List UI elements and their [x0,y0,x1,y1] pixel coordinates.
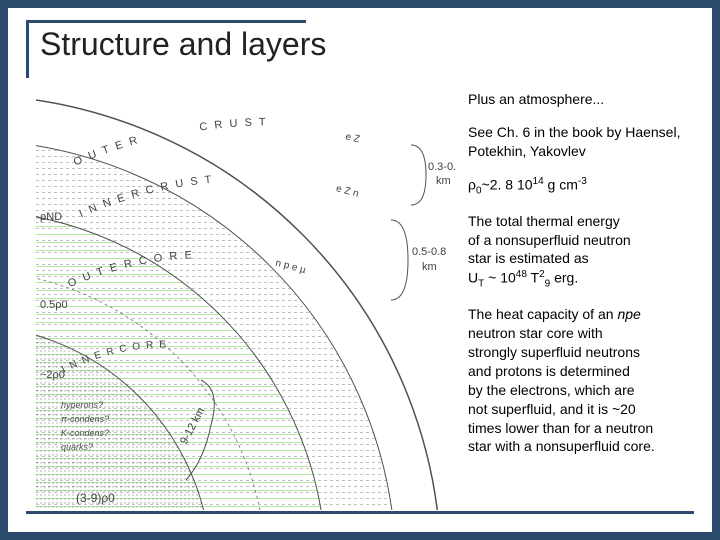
neutron-star-diagram: O U T E R C R U S T e Z I N N E R C R U … [36,90,456,510]
svg-text:hyperons?: hyperons? [61,400,103,410]
svg-text:n p e µ: n p e µ [274,258,307,277]
right-text-column: Plus an atmosphere... See Ch. 6 in the b… [468,90,694,470]
svg-text:~2ρ0: ~2ρ0 [40,369,65,381]
svg-text:π-condens?: π-condens? [61,414,109,424]
para-heatcap: The heat capacity of an npe neutron star… [468,305,694,456]
svg-text:km: km [422,261,437,273]
svg-text:K-condens?: K-condens? [61,428,109,438]
title-vert-rule [26,20,29,78]
svg-text:km: km [436,175,451,187]
svg-text:e Z: e Z [344,131,361,145]
para-atmosphere: Plus an atmosphere... [468,90,694,109]
para-density: ρ0~2. 8 1014 g cm-3 [468,175,694,198]
svg-text:C R U S T: C R U S T [199,116,268,133]
svg-text:e Z n: e Z n [335,183,360,199]
title-horiz-rule [26,20,306,23]
svg-text:ρND: ρND [40,211,62,223]
svg-text:0.3-0.6: 0.3-0.6 [428,161,456,173]
title-area: Structure and layers [26,20,694,80]
svg-text:0.5ρ0: 0.5ρ0 [40,299,68,311]
layers-svg: O U T E R C R U S T e Z I N N E R C R U … [36,90,456,510]
svg-text:quarks?: quarks? [61,442,93,452]
footer-rule [26,511,694,514]
svg-text:(3-9)ρ0: (3-9)ρ0 [76,491,115,505]
svg-text:0.5-0.8: 0.5-0.8 [412,246,446,258]
para-thermal: The total thermal energy of a nonsuperfl… [468,212,694,292]
para-reference: See Ch. 6 in the book by Haensel, Potekh… [468,123,694,161]
slide-title: Structure and layers [40,26,326,63]
